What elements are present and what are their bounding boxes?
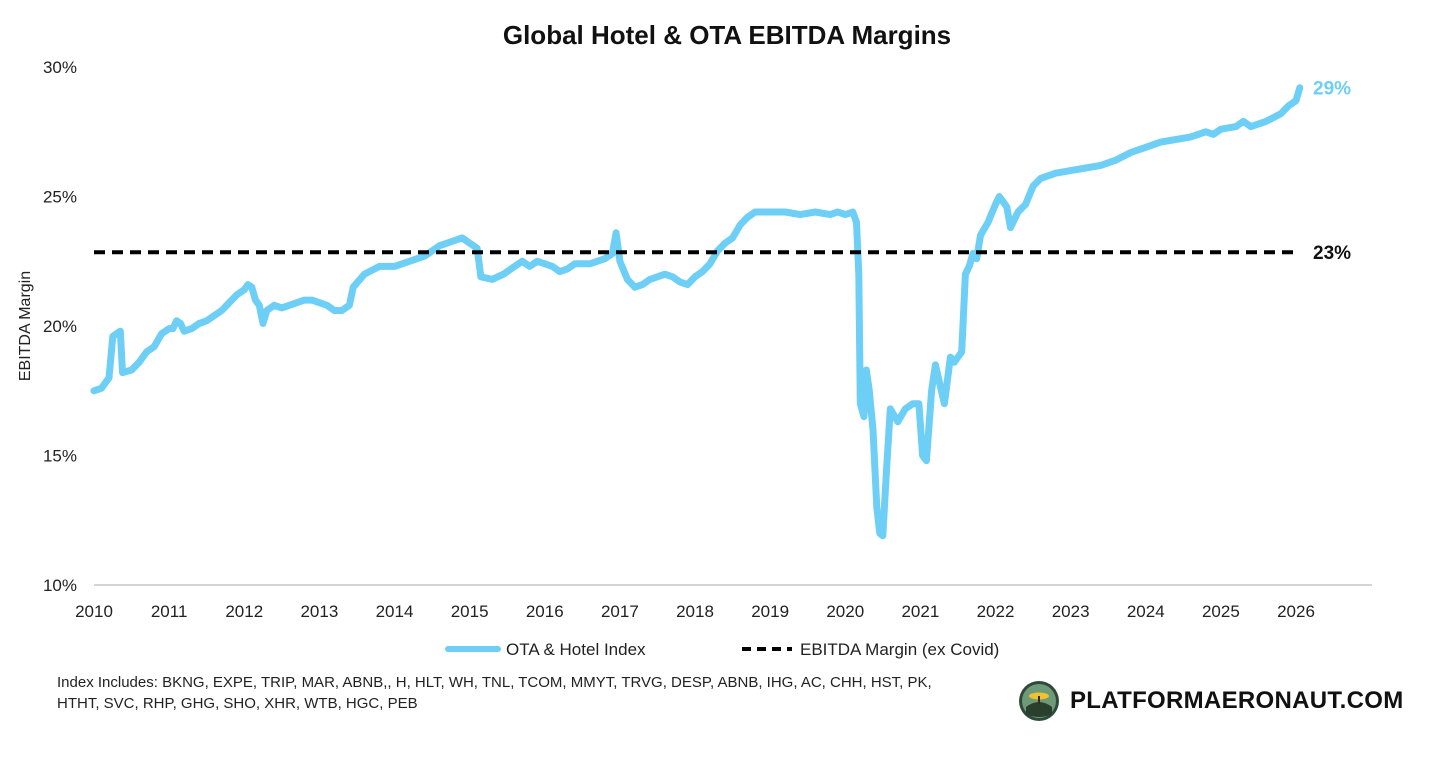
legend-label-ebitda-margin: EBITDA Margin (ex Covid) bbox=[800, 640, 999, 659]
y-tick-label: 10% bbox=[43, 576, 77, 595]
y-axis-ticks: 10% 15% 20% 25% 30% bbox=[43, 58, 77, 595]
legend-label-ota-hotel-index: OTA & Hotel Index bbox=[506, 640, 646, 659]
y-tick-label: 15% bbox=[43, 447, 77, 466]
x-tick-label: 2021 bbox=[901, 602, 939, 621]
x-tick-label: 2015 bbox=[451, 602, 489, 621]
series bbox=[90, 84, 1304, 540]
platform-aeronaut-logo-icon bbox=[1019, 681, 1059, 721]
x-tick-label: 2020 bbox=[826, 602, 864, 621]
x-tick-label: 2023 bbox=[1052, 602, 1090, 621]
x-tick-label: 2012 bbox=[225, 602, 263, 621]
end-label-ebitda-margin: 23% bbox=[1313, 243, 1351, 264]
y-tick-label: 30% bbox=[43, 58, 77, 77]
x-tick-label: 2025 bbox=[1202, 602, 1240, 621]
x-tick-label: 2022 bbox=[977, 602, 1015, 621]
x-tick-label: 2010 bbox=[75, 602, 113, 621]
brand-text[interactable]: PLATFORMAERONAUT.COM bbox=[1070, 687, 1404, 714]
x-axis-ticks: 2010 2011 2012 2013 2014 2015 2016 2017 2018 2019… bbox=[75, 602, 1315, 621]
legend: OTA & Hotel Index EBITDA Margin (ex Covi… bbox=[445, 640, 999, 659]
chart-title: Global Hotel & OTA EBITDA Margins bbox=[503, 20, 951, 50]
y-tick-label: 25% bbox=[43, 188, 77, 207]
footnote-line-1: Index Includes: BKNG, EXPE, TRIP, MAR, A… bbox=[57, 674, 932, 691]
footnote-line-2: HTHT, SVC, RHP, GHG, SHO, XHR, WTB, HGC,… bbox=[57, 695, 418, 712]
index-footnote: Index Includes: BKNG, EXPE, TRIP, MAR, A… bbox=[57, 672, 987, 714]
x-tick-label: 2026 bbox=[1277, 602, 1315, 621]
brand-mark[interactable]: PLATFORMAERONAUT.COM bbox=[1018, 678, 1404, 724]
x-tick-label: 2016 bbox=[526, 602, 564, 621]
end-label-ota-hotel-index: 29% bbox=[1313, 79, 1351, 100]
x-tick-label: 2013 bbox=[300, 602, 338, 621]
x-tick-label: 2017 bbox=[601, 602, 639, 621]
y-tick-label: 20% bbox=[43, 317, 77, 336]
x-tick-label: 2014 bbox=[376, 602, 414, 621]
series-line-ota-hotel-index bbox=[90, 84, 1304, 540]
x-tick-label: 2019 bbox=[751, 602, 789, 621]
x-tick-label: 2018 bbox=[676, 602, 714, 621]
x-tick-label: 2024 bbox=[1127, 602, 1165, 621]
end-labels: 29% 23% bbox=[1313, 79, 1351, 264]
x-tick-label: 2011 bbox=[151, 602, 188, 621]
y-axis-label: EBITDA Margin bbox=[17, 271, 34, 381]
